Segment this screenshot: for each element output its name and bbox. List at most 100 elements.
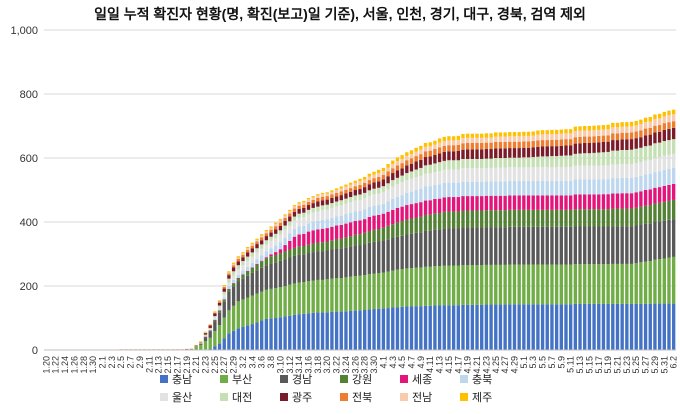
bar-segment (508, 226, 512, 265)
bar-segment (625, 132, 629, 140)
x-tick-label: 4.29 (509, 356, 519, 374)
bar-segment (278, 220, 283, 223)
bar-segment (475, 142, 479, 150)
bar-segment (428, 173, 432, 187)
bar-segment (363, 182, 367, 188)
bar-segment (564, 145, 568, 156)
bar-segment (512, 167, 517, 182)
bar-segment (245, 248, 250, 250)
bar-segment (489, 158, 493, 168)
bar-segment (325, 241, 329, 251)
bar-segment (274, 254, 278, 263)
bar-segment (437, 305, 442, 350)
bar-segment (353, 200, 357, 212)
bar-segment (629, 177, 634, 194)
bar-segment (283, 221, 287, 226)
bar-segment (573, 126, 578, 132)
bar-segment (615, 133, 620, 141)
bar-segment (597, 226, 601, 265)
bar-segment (620, 193, 624, 209)
bar-segment (461, 265, 465, 305)
x-tick-label: 4.25 (491, 356, 501, 374)
bar-segment (643, 117, 648, 123)
bar-segment (260, 244, 264, 249)
bar-segment (536, 166, 540, 181)
bar-segment (334, 192, 339, 197)
x-tick-label: 5.7 (547, 356, 557, 369)
bar-segment (363, 219, 367, 233)
bar-segment (166, 349, 170, 350)
bar-segment (236, 258, 240, 262)
bar-segment (377, 214, 381, 230)
bar-segment (643, 303, 648, 350)
bar-segment (409, 218, 414, 234)
bar-segment (489, 210, 493, 228)
bar-segment (461, 227, 465, 266)
bar-segment (250, 267, 255, 268)
x-tick-label: 5.5 (538, 356, 548, 369)
bar-segment (540, 264, 545, 305)
x-tick-label: 2.1 (98, 356, 108, 369)
bar-segment (568, 180, 573, 196)
bar-segment (433, 198, 437, 214)
bar-segment (288, 213, 292, 217)
bar-segment (217, 300, 222, 302)
bar-segment (629, 164, 634, 178)
bar-segment (545, 166, 549, 181)
bar-segment (522, 226, 526, 265)
bar-segment (222, 297, 226, 300)
bar-segment (217, 309, 222, 311)
bar-segment (236, 278, 240, 282)
bar-segment (442, 141, 446, 146)
bar-segment (302, 207, 306, 213)
bar-segment (292, 236, 297, 248)
bar-segment (386, 225, 390, 240)
bar-segment (583, 209, 587, 227)
bar-segment (222, 288, 226, 292)
bar-segment (386, 211, 390, 226)
bar-segment (592, 303, 596, 350)
bar-segment (461, 210, 465, 228)
bar-segment (208, 325, 212, 328)
bar-segment (213, 331, 217, 347)
bar-segment (119, 349, 123, 350)
bar-segment (494, 158, 498, 168)
bar-segment (461, 168, 465, 182)
x-tick-label: 3.14 (294, 356, 304, 374)
bar-segment (465, 158, 470, 169)
bar-segment (269, 254, 273, 257)
bar-segment (348, 188, 353, 192)
bar-segment (592, 142, 596, 153)
bar-segment (554, 146, 559, 157)
bar-segment (292, 247, 297, 256)
bar-segment (358, 189, 362, 195)
bar-segment (522, 147, 526, 158)
bar-segment (508, 141, 512, 149)
bar-segment (489, 227, 493, 265)
bar-segment (297, 254, 301, 283)
bar-segment (236, 265, 240, 270)
bar-segment (484, 149, 489, 159)
bar-segment (325, 199, 329, 205)
bar-segment (400, 182, 404, 196)
bar-segment (316, 312, 320, 350)
bar-segment (199, 343, 203, 345)
bar-segment (320, 200, 325, 206)
bar-segment (367, 173, 372, 177)
bar-segment (611, 226, 615, 264)
bar-segment (531, 209, 535, 227)
bar-segment (568, 139, 573, 146)
bar-segment (611, 208, 615, 227)
bar-segment (615, 164, 620, 179)
bar-segment (573, 131, 578, 138)
bar-segment (283, 251, 287, 260)
legend-row: 충남 부산 경남 강원 세종 충북 (160, 370, 600, 388)
bar-segment (442, 211, 446, 229)
bar-segment (213, 321, 217, 332)
bar-segment (667, 122, 671, 129)
bar-segment (568, 145, 573, 156)
bar-segment (330, 198, 334, 204)
bar-segment (494, 304, 498, 350)
bar-segment (297, 234, 301, 247)
bar-segment (344, 186, 348, 190)
